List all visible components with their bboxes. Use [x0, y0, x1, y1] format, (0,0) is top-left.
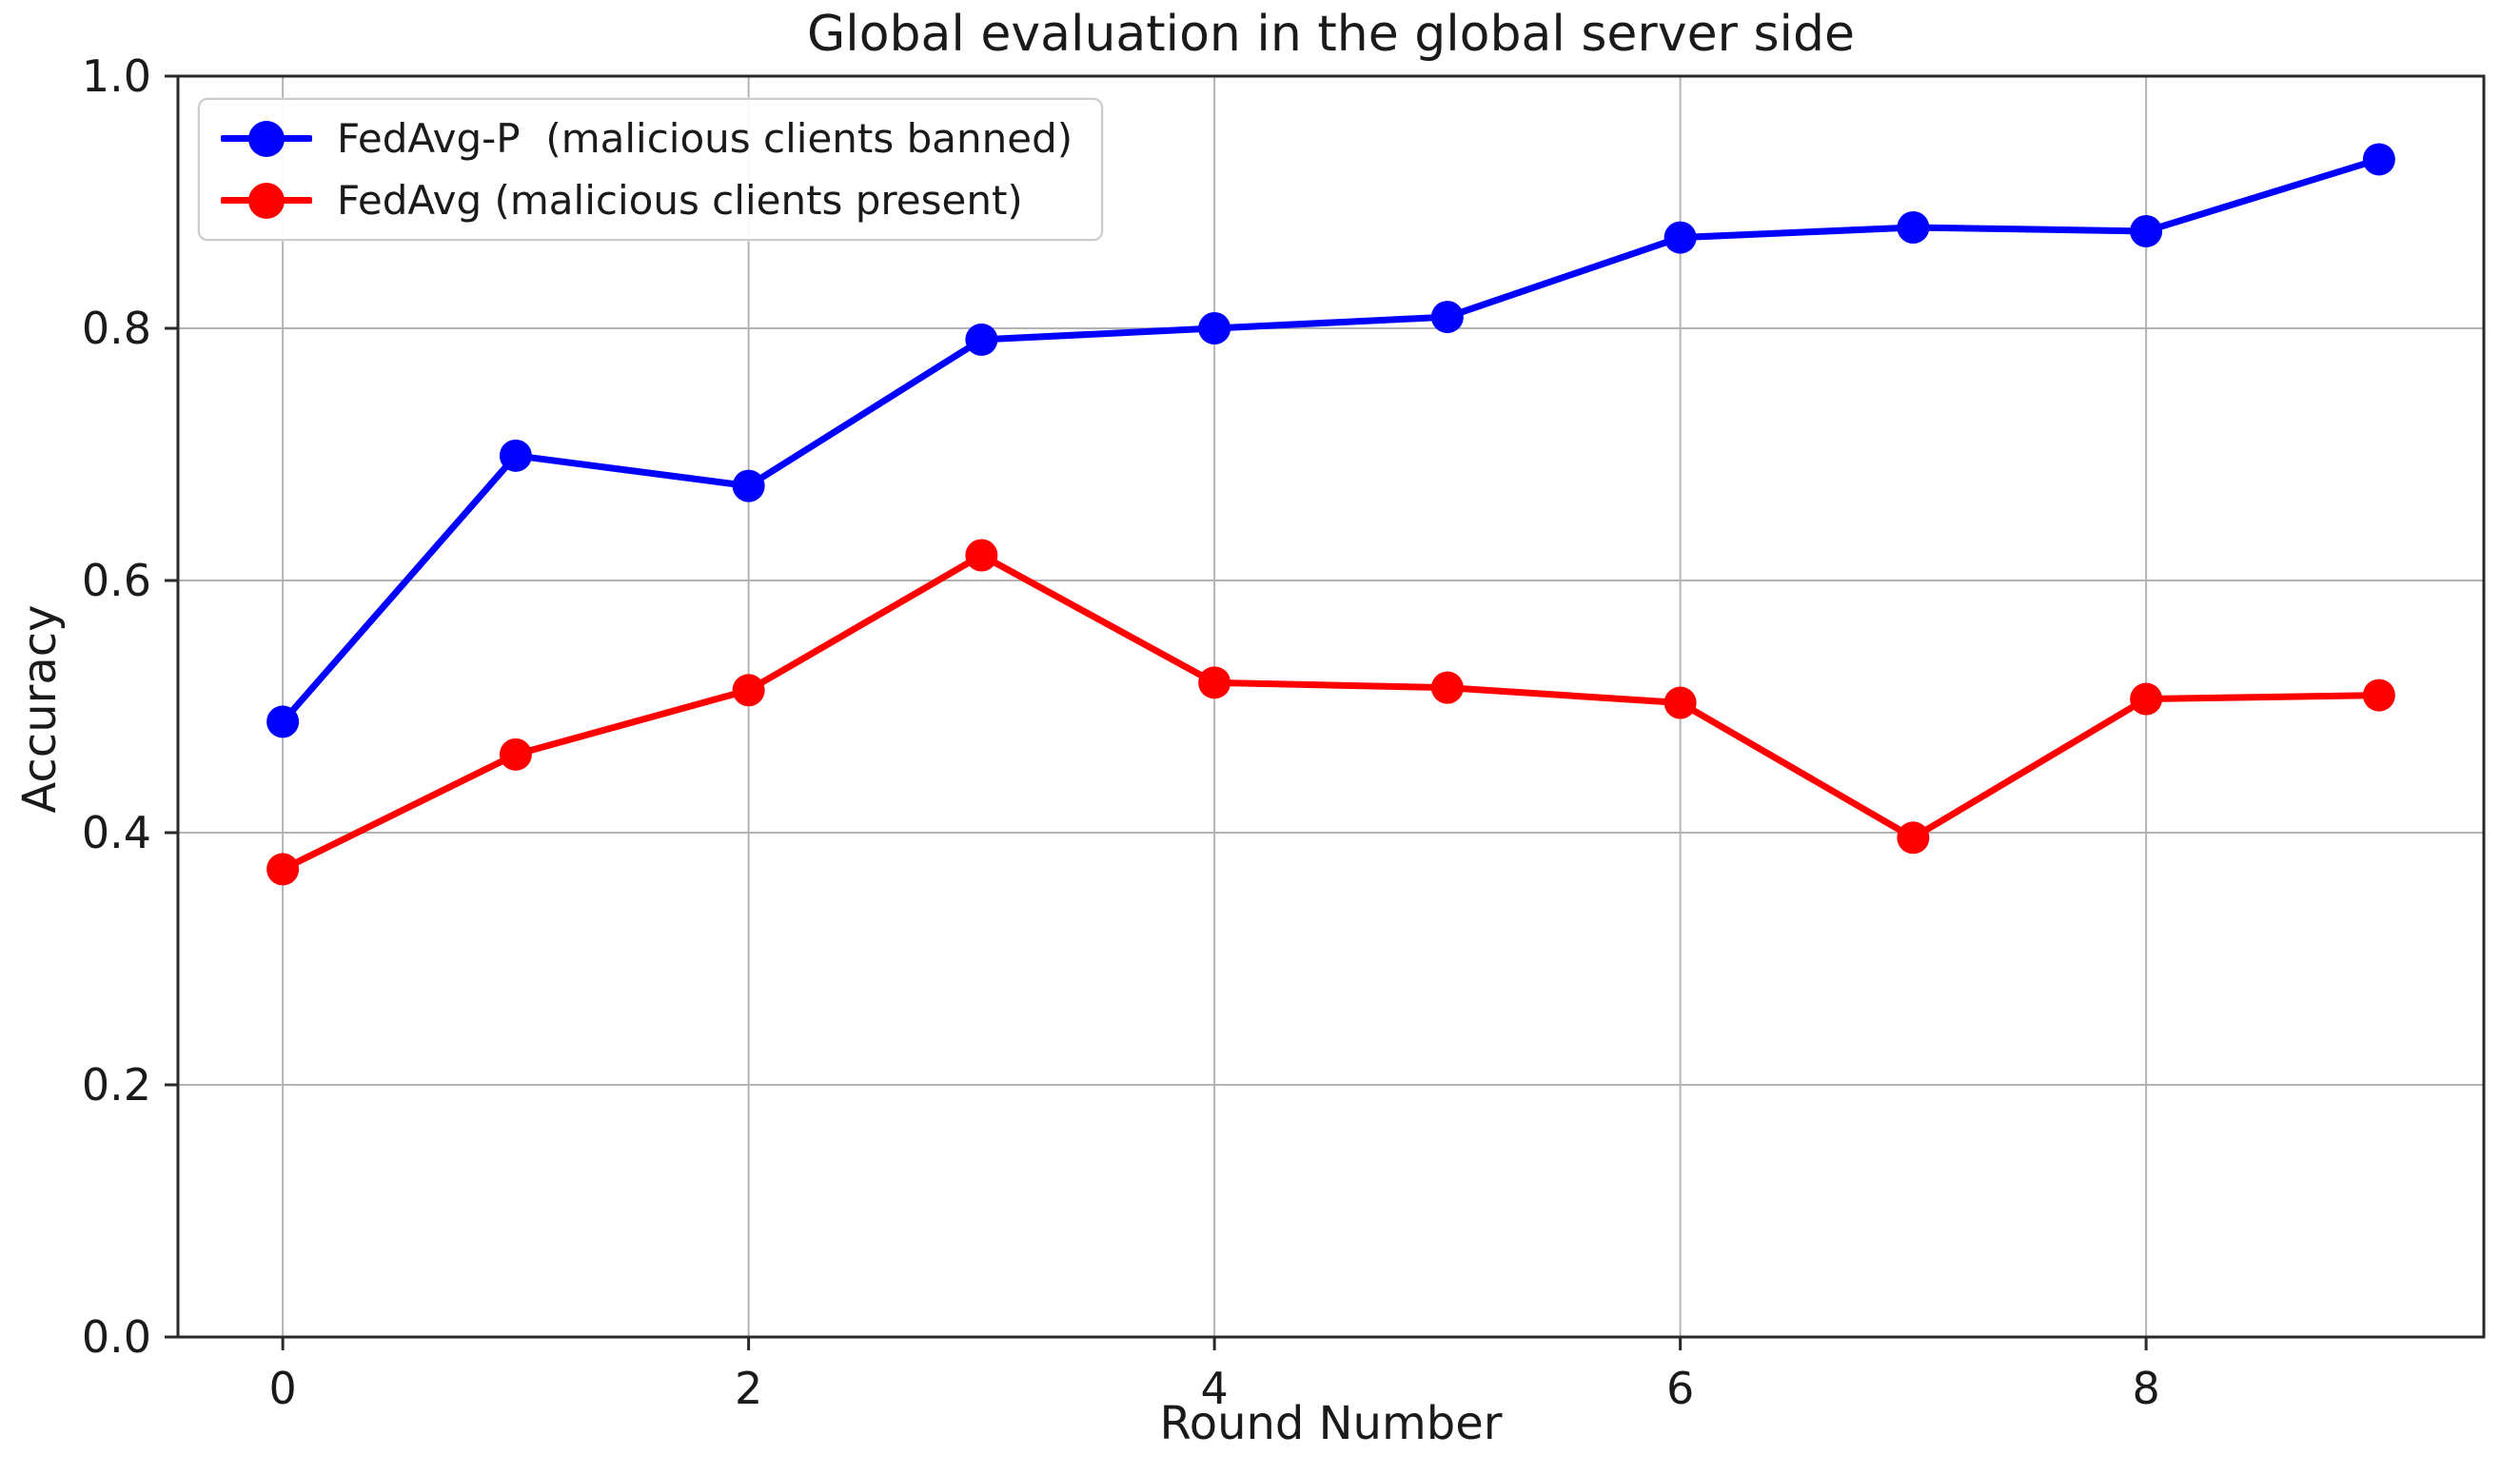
data-point — [2362, 143, 2395, 176]
data-point — [732, 469, 765, 502]
y-tick-label: 0.4 — [82, 807, 151, 858]
x-axis-label: Round Number — [1159, 1397, 1503, 1450]
x-tick-label: 2 — [735, 1363, 762, 1414]
data-point — [499, 439, 532, 472]
x-tick-label: 4 — [1200, 1363, 1228, 1414]
legend-label-fedavg-p: FedAvg-P (malicious clients banned) — [337, 115, 1073, 162]
data-point — [1430, 671, 1464, 704]
data-point — [965, 539, 998, 572]
data-point — [266, 705, 300, 738]
chart-title: Global evaluation in the global server s… — [806, 6, 1856, 63]
legend-label-fedavg: FedAvg (malicious clients present) — [337, 177, 1023, 224]
data-point — [1198, 666, 1231, 699]
data-point — [1664, 221, 1697, 254]
legend-line-marker-icon — [221, 120, 312, 157]
legend-line-marker-icon — [221, 182, 312, 219]
data-point — [1897, 211, 1930, 244]
data-point — [732, 674, 765, 707]
data-point — [2130, 682, 2163, 716]
x-tick-label: 0 — [268, 1363, 296, 1414]
data-point — [2362, 678, 2395, 712]
data-point — [266, 853, 300, 886]
axes-spines — [176, 74, 2486, 1339]
y-tick-label: 0.8 — [82, 303, 151, 354]
y-tick-label: 0.0 — [82, 1311, 151, 1363]
y-tick-label: 0.6 — [82, 555, 151, 606]
data-point — [1664, 686, 1697, 719]
x-tick-label: 6 — [1666, 1363, 1694, 1414]
legend: FedAvg-P (malicious clients banned) FedA… — [198, 98, 1104, 241]
y-tick-label: 0.2 — [82, 1059, 151, 1111]
y-tick-label: 1.0 — [82, 50, 151, 102]
series-line-1 — [281, 552, 2379, 873]
data-point — [499, 738, 532, 771]
x-tick-label: 8 — [2132, 1363, 2159, 1414]
legend-entry-fedavg-p: FedAvg-P (malicious clients banned) — [221, 115, 1073, 162]
data-point — [1897, 821, 1930, 855]
data-point — [2130, 214, 2163, 247]
series-line-0 — [280, 156, 2380, 724]
data-point — [965, 323, 998, 356]
data-point — [1430, 301, 1464, 334]
data-point — [1198, 312, 1231, 344]
legend-entry-fedavg: FedAvg (malicious clients present) — [221, 177, 1073, 224]
